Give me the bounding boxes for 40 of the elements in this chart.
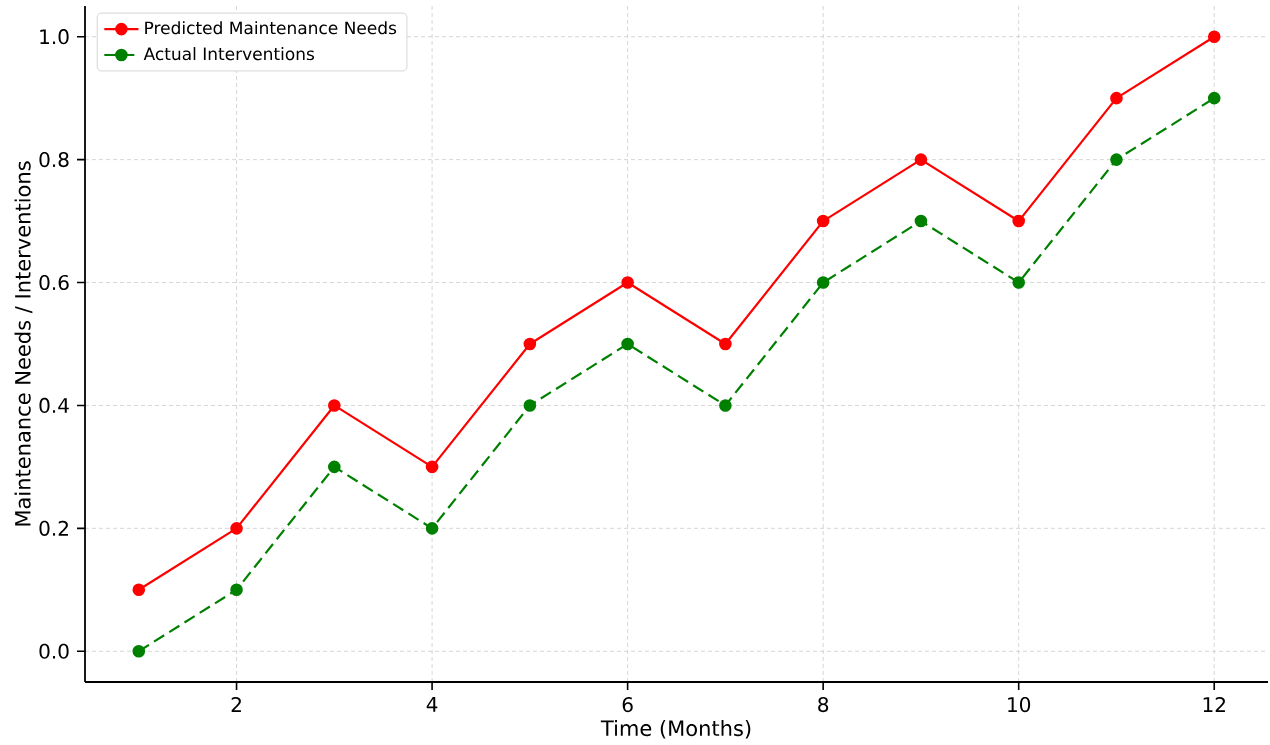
- point: [719, 337, 732, 351]
- y-tick-label: 0.6: [39, 274, 69, 290]
- x-tick-label: 12: [1203, 696, 1225, 712]
- point: [1012, 214, 1025, 228]
- x-axis-title: Time (Months): [600, 719, 751, 739]
- point: [230, 521, 243, 535]
- point: [1012, 276, 1025, 289]
- point: [1207, 91, 1221, 105]
- x-tick-label: 6: [622, 696, 633, 713]
- point: [523, 337, 537, 351]
- point: [328, 398, 341, 412]
- x-tick-label: 8: [818, 696, 829, 713]
- point: [914, 214, 928, 228]
- y-axis-title: Maintenance Needs / Interventions: [14, 161, 33, 526]
- y-tick-label: 0.8: [39, 151, 69, 168]
- point: [523, 398, 537, 412]
- y-tick-label: 1.0: [40, 28, 69, 45]
- y-tick-label: 0.0: [39, 643, 69, 659]
- x-tick-label: 10: [1008, 696, 1031, 713]
- point: [1110, 153, 1123, 166]
- x-tick-label: 4: [426, 696, 438, 712]
- point: [132, 583, 146, 596]
- point: [719, 398, 732, 412]
- point: [328, 460, 341, 474]
- legend-label: Predicted Maintenance Needs: [145, 20, 397, 35]
- point: [425, 460, 439, 474]
- y-tick-label: 0.4: [39, 397, 69, 413]
- point: [816, 214, 830, 228]
- point: [1207, 30, 1221, 43]
- point: [621, 276, 634, 289]
- point: [914, 153, 928, 166]
- point: [816, 276, 830, 289]
- legend-label: Actual Interventions: [143, 46, 315, 61]
- point: [132, 644, 146, 658]
- y-tick-label: 0.2: [39, 520, 68, 536]
- x-tick-label: 2: [231, 696, 241, 712]
- point: [621, 337, 634, 351]
- point: [230, 583, 243, 596]
- point: [1110, 91, 1123, 105]
- point: [425, 521, 439, 535]
